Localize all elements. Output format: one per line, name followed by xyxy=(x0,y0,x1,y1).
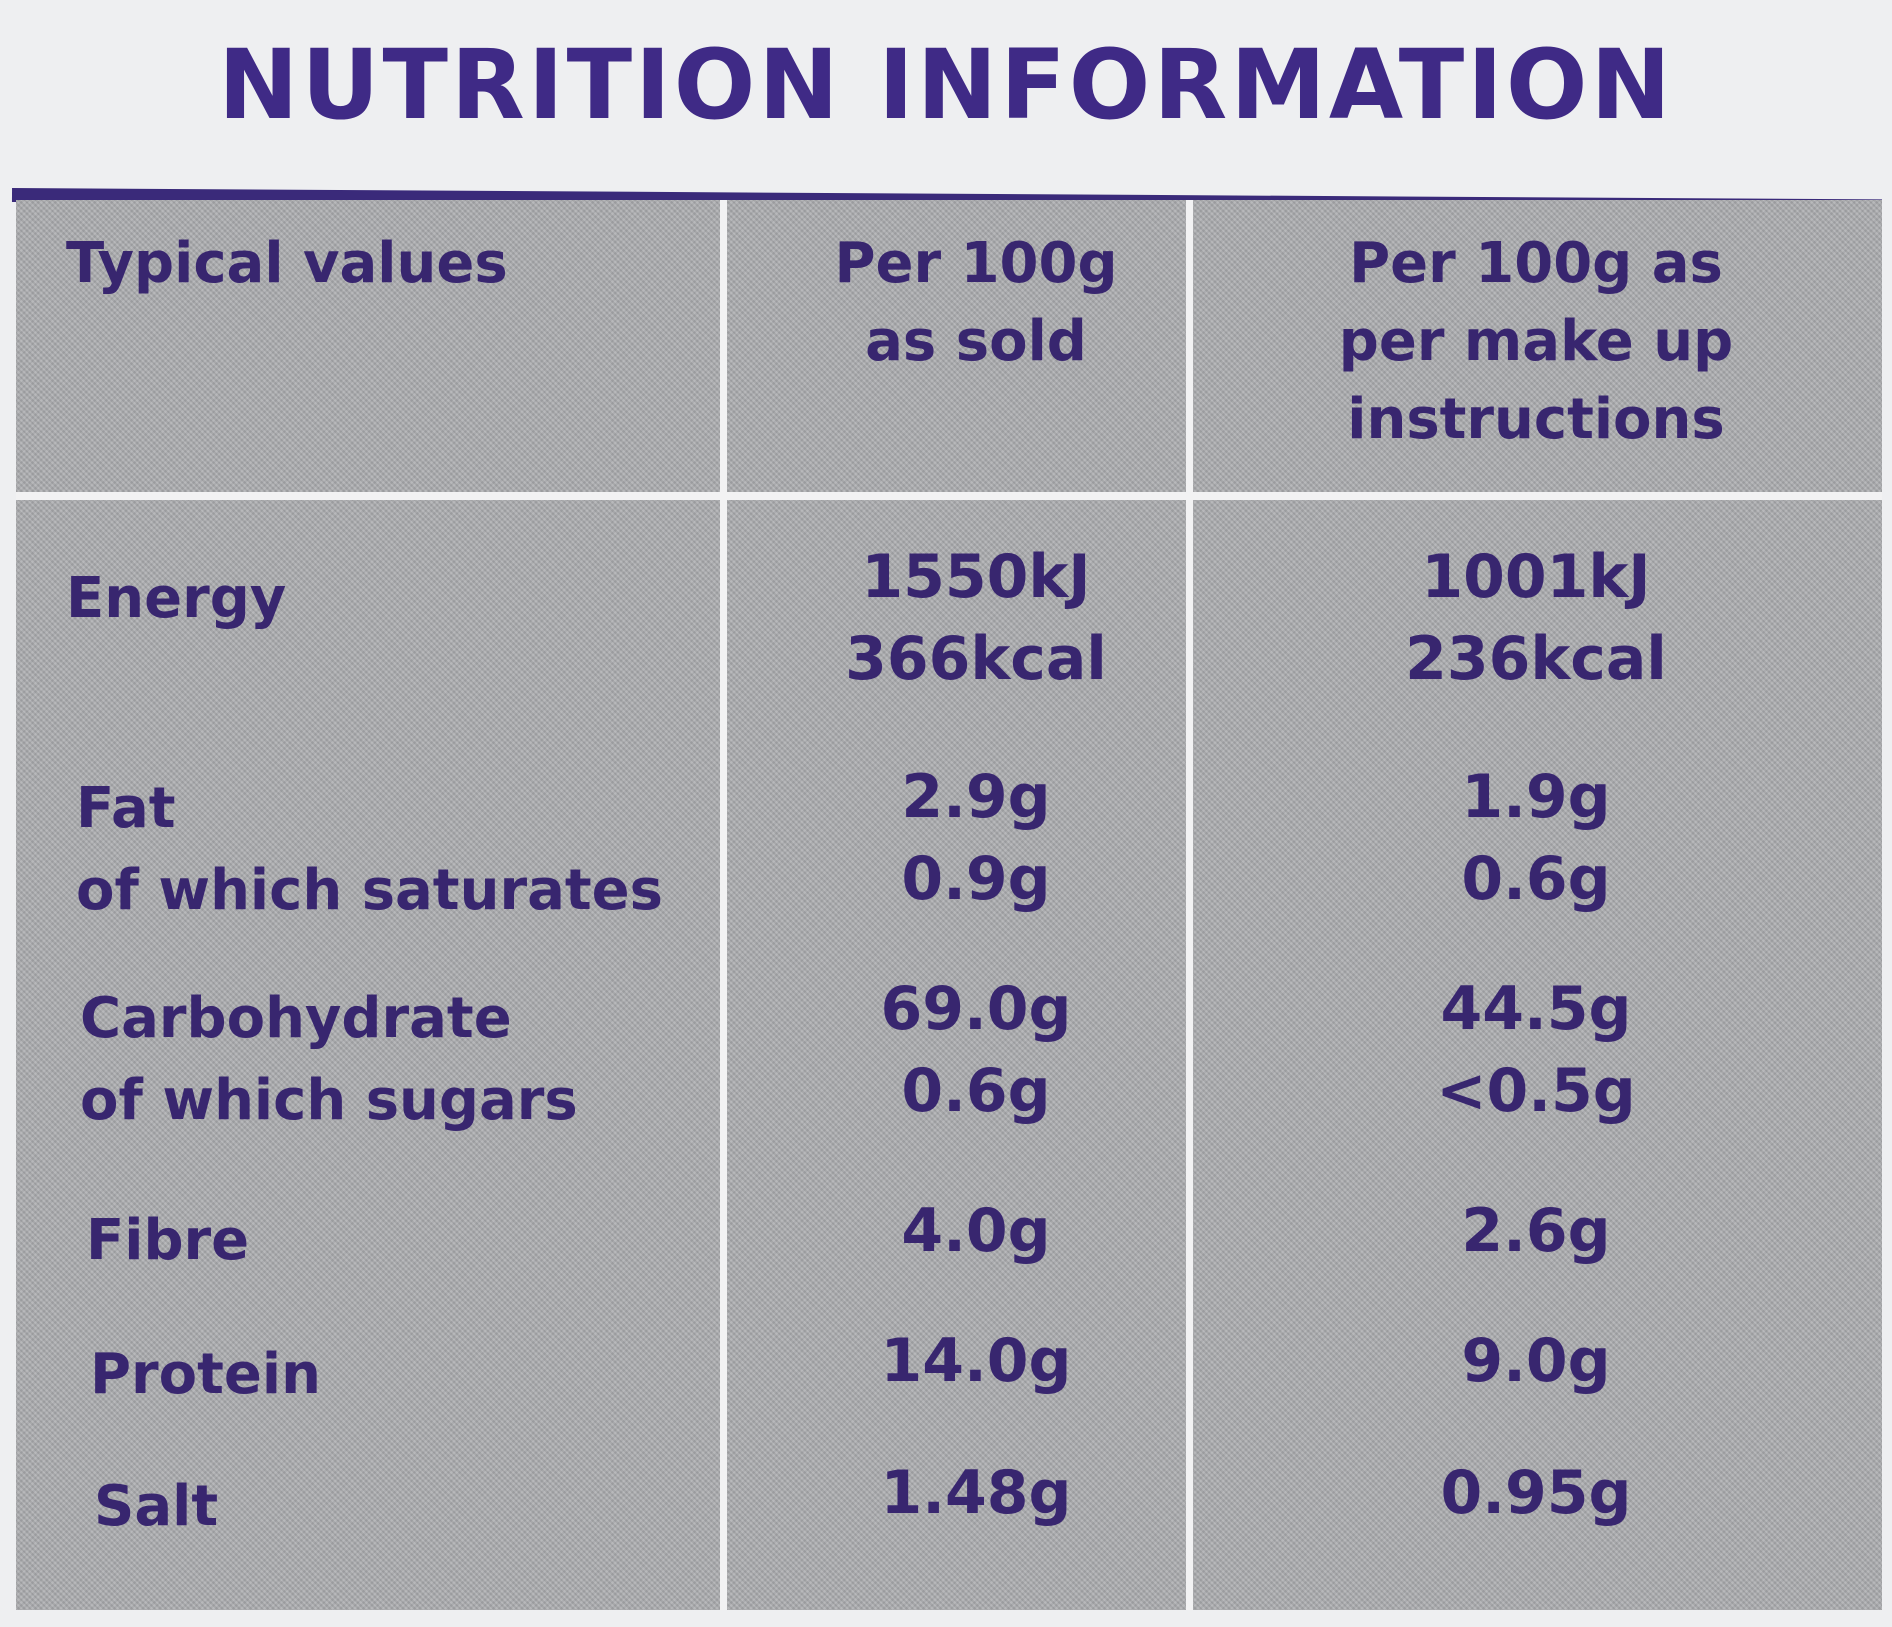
row-label-salt: Salt xyxy=(94,1466,218,1548)
row-label-energy: Energy xyxy=(66,558,286,640)
value-salt-made: 0.95g xyxy=(1196,1452,1876,1534)
value-line: 236kcal xyxy=(1405,624,1667,694)
header-per-100g-made-up: Per 100g as per make up instructions xyxy=(1196,225,1876,459)
value-salt-sold: 1.48g xyxy=(706,1452,1246,1534)
row-label-protein: Protein xyxy=(90,1334,321,1416)
value-line: 44.5g xyxy=(1440,974,1632,1044)
column-divider-1 xyxy=(720,200,727,1610)
label-line: of which saturates xyxy=(76,858,663,923)
value-line: 1.48g xyxy=(880,1458,1072,1528)
value-fibre-sold: 4.0g xyxy=(706,1190,1246,1272)
value-fat-made: 1.9g 0.6g xyxy=(1196,756,1876,920)
label-line: Carbohydrate xyxy=(80,986,512,1051)
header-per-100g-sold: Per 100g as sold xyxy=(706,225,1246,381)
header-line: per make up xyxy=(1338,309,1734,374)
value-line: 1001kJ xyxy=(1421,542,1651,612)
header-typical-values: Typical values xyxy=(66,225,508,303)
value-line: 0.95g xyxy=(1440,1458,1632,1528)
row-label-fat: Fat of which saturates xyxy=(76,768,663,932)
row-label-carbohydrate: Carbohydrate of which sugars xyxy=(80,978,578,1142)
row-label-fibre: Fibre xyxy=(86,1200,249,1282)
value-protein-made: 9.0g xyxy=(1196,1320,1876,1402)
header-line: instructions xyxy=(1347,387,1725,452)
value-line: 0.9g xyxy=(901,844,1051,914)
value-line: 366kcal xyxy=(845,624,1107,694)
header-divider xyxy=(16,492,1882,500)
label-line: Fat xyxy=(76,776,176,841)
value-line: 0.6g xyxy=(1461,844,1611,914)
value-fibre-made: 2.6g xyxy=(1196,1190,1876,1272)
header-line: as sold xyxy=(865,309,1087,374)
value-fat-sold: 2.9g 0.9g xyxy=(706,756,1246,920)
value-energy-made: 1001kJ 236kcal xyxy=(1196,536,1876,700)
value-line: 9.0g xyxy=(1461,1326,1611,1396)
label-line: of which sugars xyxy=(80,1068,578,1133)
value-line: 1550kJ xyxy=(861,542,1091,612)
value-line: 4.0g xyxy=(901,1196,1051,1266)
value-line: 1.9g xyxy=(1461,762,1611,832)
value-line: 14.0g xyxy=(880,1326,1072,1396)
value-line: 2.6g xyxy=(1461,1196,1611,1266)
label-line: Fibre xyxy=(86,1208,250,1273)
header-line: Typical values xyxy=(66,231,508,296)
label-line: Energy xyxy=(66,566,287,631)
value-protein-sold: 14.0g xyxy=(706,1320,1246,1402)
value-carbohydrate-made: 44.5g <0.5g xyxy=(1196,968,1876,1132)
value-carbohydrate-sold: 69.0g 0.6g xyxy=(706,968,1246,1132)
nutrition-table: Typical values Per 100g as sold Per 100g… xyxy=(16,200,1882,1610)
value-line: 2.9g xyxy=(901,762,1051,832)
column-divider-2 xyxy=(1186,200,1193,1610)
value-line: 0.6g xyxy=(901,1056,1051,1126)
header-line: Per 100g xyxy=(834,231,1118,296)
value-line: 69.0g xyxy=(880,974,1072,1044)
value-line: <0.5g xyxy=(1436,1056,1636,1126)
value-energy-sold: 1550kJ 366kcal xyxy=(706,536,1246,700)
label-line: Salt xyxy=(94,1474,219,1539)
page-title: NUTRITION INFORMATION xyxy=(218,29,1674,141)
header-line: Per 100g as xyxy=(1349,231,1723,296)
label-line: Protein xyxy=(90,1342,321,1407)
